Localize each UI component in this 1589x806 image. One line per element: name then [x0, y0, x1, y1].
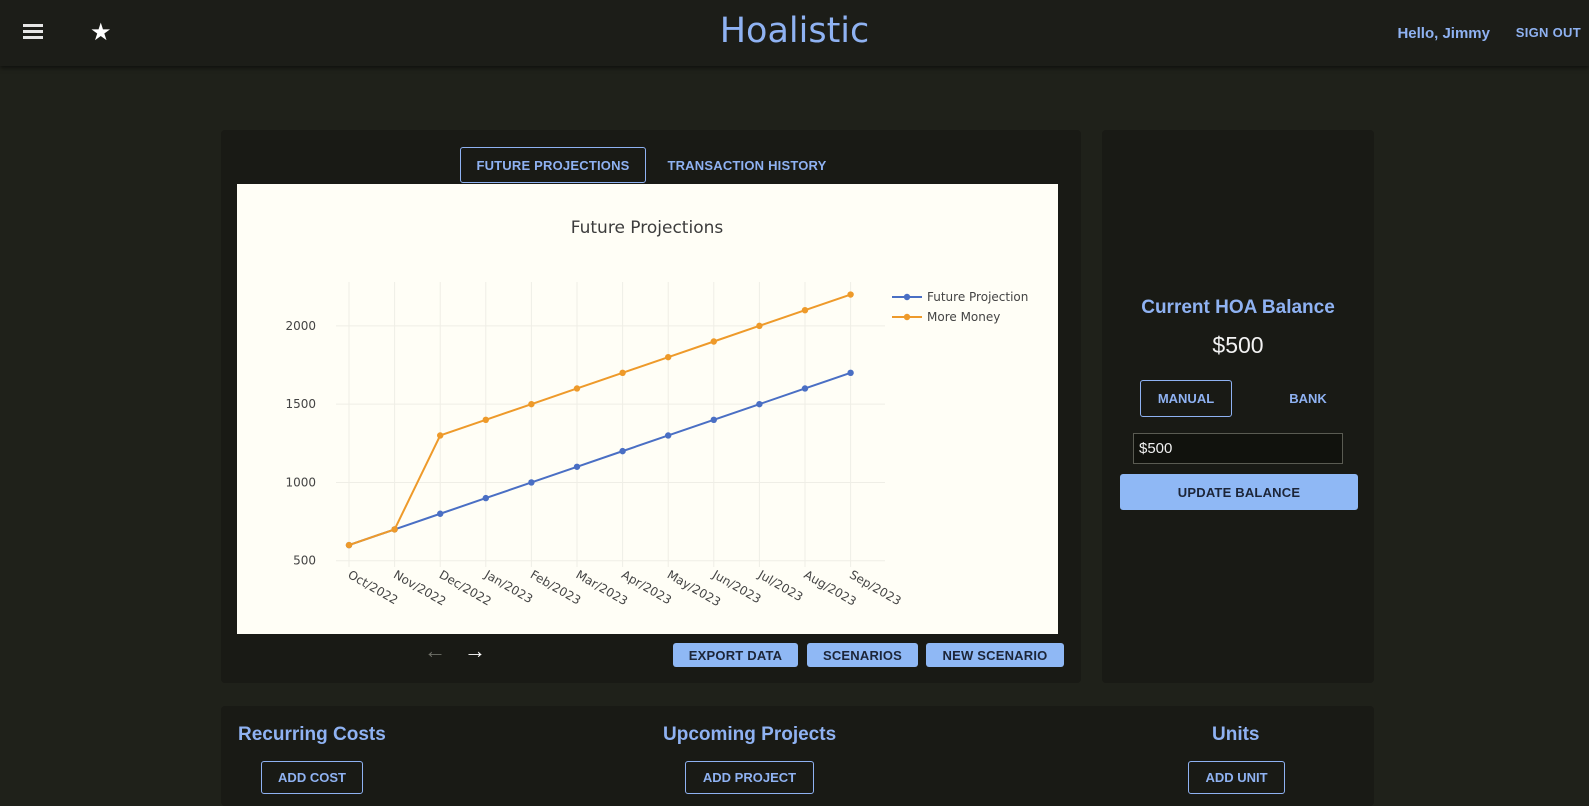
data-point: [391, 526, 398, 533]
tab-bank[interactable]: BANK: [1289, 391, 1327, 406]
x-tick-label: Sep/2023: [847, 567, 904, 608]
y-tick-label: 500: [293, 554, 316, 568]
balance-input[interactable]: [1133, 433, 1343, 464]
top-app-bar: ★ Hoalistic Hello, Jimmy SIGN OUT: [0, 0, 1589, 66]
data-point: [437, 432, 444, 439]
data-point: [756, 322, 763, 330]
menu-icon[interactable]: [23, 24, 43, 40]
legend-label: More Money: [927, 310, 1000, 324]
data-point: [756, 400, 763, 408]
legend-marker: [903, 313, 911, 321]
data-point: [847, 291, 854, 298]
data-point: [665, 432, 672, 439]
tab-future-projections[interactable]: FUTURE PROJECTIONS: [460, 147, 646, 183]
balance-card: Current HOA Balance $500 MANUAL BANK UPD…: [1102, 130, 1374, 683]
star-icon[interactable]: ★: [90, 19, 112, 46]
balance-title: Current HOA Balance: [1141, 297, 1335, 318]
data-point: [847, 369, 854, 377]
data-point: [710, 416, 717, 424]
data-point: [528, 400, 535, 408]
data-point: [482, 416, 489, 424]
chart-plot-area: Future Projections 500 1000 1500 2000 Oct/202…: [237, 184, 1058, 634]
user-greeting: Hello, Jimmy: [1397, 25, 1490, 42]
tab-transaction-history[interactable]: TRANSACTION HISTORY: [667, 157, 827, 173]
recurring-costs-title: Recurring Costs: [238, 724, 386, 745]
projections-card: FUTURE PROJECTIONS TRANSACTION HISTORY F…: [221, 130, 1081, 683]
arrow-right-icon[interactable]: →: [464, 638, 486, 663]
app-title: Hoalistic: [719, 11, 870, 51]
sign-out-button[interactable]: SIGN OUT: [1515, 25, 1581, 40]
data-point: [482, 494, 489, 502]
update-balance-button[interactable]: UPDATE BALANCE: [1120, 474, 1358, 510]
legend-label: Future Projection: [927, 290, 1028, 304]
x-tick-label: Apr/2023: [619, 567, 674, 607]
x-tick-label: Oct/2022: [346, 567, 401, 607]
y-tick-label: 1500: [285, 397, 316, 411]
legend-marker: [903, 293, 911, 301]
x-tick-label: Feb/2023: [528, 567, 583, 607]
series-line: [348, 293, 851, 547]
data-point: [437, 510, 444, 517]
data-point: [619, 369, 626, 377]
data-point: [528, 479, 535, 486]
planning-card: Recurring Costs ADD COST Upcoming Projec…: [221, 706, 1374, 806]
scenarios-button[interactable]: SCENARIOS: [807, 643, 918, 667]
data-point: [619, 447, 626, 455]
data-point: [573, 385, 581, 392]
arrow-left-icon[interactable]: ←: [424, 638, 446, 663]
tab-manual[interactable]: MANUAL: [1140, 380, 1232, 417]
data-point: [801, 306, 809, 314]
data-point: [345, 541, 353, 549]
export-data-button[interactable]: EXPORT DATA: [673, 643, 798, 667]
upcoming-projects-title: Upcoming Projects: [663, 724, 837, 745]
data-point: [573, 463, 581, 470]
series-line: [348, 371, 851, 547]
new-scenario-button[interactable]: NEW SCENARIO: [926, 643, 1064, 667]
add-cost-button[interactable]: ADD COST: [261, 761, 363, 794]
y-tick-label: 2000: [285, 319, 316, 333]
projection-chart: Future Projections 500 1000 1500 2000 Oct/202…: [285, 218, 1028, 609]
add-unit-button[interactable]: ADD UNIT: [1188, 761, 1285, 794]
add-project-button[interactable]: ADD PROJECT: [685, 761, 814, 794]
data-point: [665, 353, 672, 361]
balance-amount: $500: [1212, 332, 1264, 358]
chart-title: Future Projections: [571, 218, 724, 238]
x-tick-label: Jul/2023: [755, 567, 805, 604]
y-tick-label: 1000: [285, 475, 316, 489]
data-point: [710, 338, 717, 345]
units-title: Units: [1212, 724, 1260, 745]
data-point: [801, 385, 809, 392]
